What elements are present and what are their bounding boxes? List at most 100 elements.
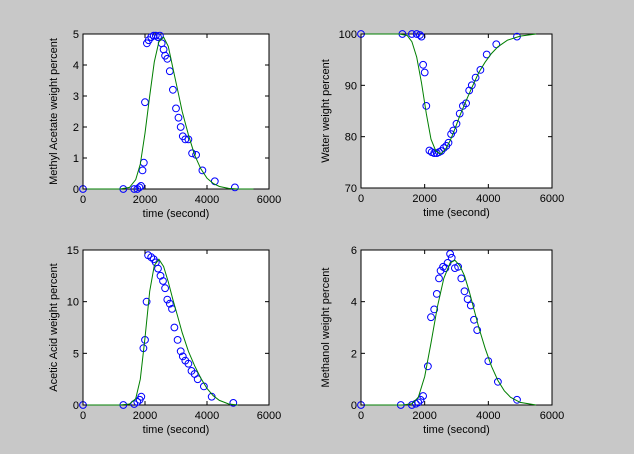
y-tick-label: 3 xyxy=(73,91,79,103)
y-tick-label: 5 xyxy=(73,348,79,360)
data-point xyxy=(154,33,162,41)
data-point xyxy=(427,313,435,322)
data-point xyxy=(154,264,162,273)
data-point xyxy=(231,183,239,192)
x-tick-label: 2000 xyxy=(412,193,436,205)
y-tick-label: 4 xyxy=(351,297,357,309)
data-point xyxy=(420,68,429,77)
chart-methanol: 0 2000 4000 6000 0 2 4 6 time (second) Methanol… xyxy=(320,245,564,436)
data-point xyxy=(137,392,146,401)
data-point xyxy=(161,284,170,293)
ticks: 0 2000 4000 6000 0 2 4 6 xyxy=(351,245,564,422)
x-tick-label: 6000 xyxy=(257,410,281,422)
chart-water: 0 2000 4000 6000 70 80 90 100 time (second) Wat… xyxy=(320,29,564,219)
x-axis-label: time (second) xyxy=(143,208,210,220)
y-tick-label: 80 xyxy=(345,132,357,144)
y-tick-label: 70 xyxy=(345,183,357,195)
data-point xyxy=(174,113,183,122)
model-curve xyxy=(83,36,254,190)
data-point xyxy=(513,395,521,404)
data-point xyxy=(422,102,431,110)
y-tick-label: 2 xyxy=(351,348,357,360)
ticks: 0 2000 4000 6000 70 80 90 100 xyxy=(339,29,565,205)
y-tick-label: 90 xyxy=(345,80,357,92)
data-point xyxy=(184,359,193,368)
data-point xyxy=(176,123,185,131)
data-point xyxy=(133,398,142,406)
x-tick-label: 6000 xyxy=(257,194,281,206)
model-curve xyxy=(361,33,537,155)
data-point xyxy=(173,336,182,344)
data-point xyxy=(471,73,480,82)
data-point xyxy=(447,253,456,262)
data-point xyxy=(408,401,416,409)
data-point xyxy=(470,315,478,324)
data-point xyxy=(444,138,453,147)
data-point xyxy=(147,253,156,262)
plot-area xyxy=(360,249,553,406)
x-tick-label: 0 xyxy=(80,410,86,422)
data-point xyxy=(169,85,177,94)
y-tick-label: 6 xyxy=(351,245,357,257)
data-point xyxy=(482,50,491,59)
y-tick-label: 1 xyxy=(73,153,79,165)
x-tick-label: 0 xyxy=(80,194,86,206)
data-point xyxy=(513,32,521,41)
data-point xyxy=(142,297,151,306)
plot-area xyxy=(82,249,270,406)
data-point xyxy=(163,295,172,304)
ticks: 0 2000 4000 6000 0 1 2 3 4 5 xyxy=(73,29,281,206)
y-tick-label: 0 xyxy=(73,400,79,412)
data-point xyxy=(419,392,428,400)
data-point xyxy=(473,326,482,335)
x-tick-label: 2000 xyxy=(133,194,157,206)
x-tick-label: 6000 xyxy=(540,193,564,205)
data-point xyxy=(229,399,238,407)
y-axis-label: Water weight percent xyxy=(320,59,332,163)
y-tick-label: 5 xyxy=(73,29,79,41)
y-tick-label: 15 xyxy=(67,245,79,257)
data-point xyxy=(452,119,461,128)
data-point xyxy=(408,30,416,38)
data-point xyxy=(188,149,197,158)
y-axis-label: Acetic Acid weight percent xyxy=(48,263,60,391)
y-axis-label: Methanol weight percent xyxy=(320,268,332,388)
x-tick-label: 0 xyxy=(358,193,364,205)
x-tick-label: 4000 xyxy=(195,194,219,206)
data-point xyxy=(466,301,475,310)
data-point xyxy=(156,31,164,40)
data-point xyxy=(436,266,445,275)
x-tick-label: 4000 xyxy=(476,410,500,422)
plot-marks xyxy=(79,251,239,409)
x-tick-label: 4000 xyxy=(195,410,219,422)
plot-marks xyxy=(79,31,254,193)
plot-marks xyxy=(357,30,537,158)
x-tick-label: 4000 xyxy=(476,193,500,205)
data-point xyxy=(424,362,432,371)
data-point xyxy=(141,98,149,107)
data-point xyxy=(151,31,160,40)
data-point xyxy=(165,299,174,308)
data-point xyxy=(492,40,501,49)
y-tick-label: 100 xyxy=(339,29,357,41)
data-point xyxy=(149,31,158,40)
data-point xyxy=(494,377,502,386)
data-point xyxy=(170,323,179,332)
x-tick-label: 0 xyxy=(358,410,364,422)
data-point xyxy=(130,185,139,193)
data-point xyxy=(419,60,428,69)
data-point xyxy=(476,66,485,74)
ticks: 0 2000 4000 6000 0 5 10 15 xyxy=(67,245,281,422)
y-tick-label: 10 xyxy=(67,297,79,309)
data-point xyxy=(172,104,180,113)
data-point xyxy=(198,166,207,175)
data-point xyxy=(435,274,443,283)
data-point xyxy=(135,183,144,192)
data-point xyxy=(457,274,466,283)
y-tick-label: 2 xyxy=(73,122,79,134)
x-tick-label: 2000 xyxy=(412,410,436,422)
data-point xyxy=(138,166,147,175)
x-tick-label: 6000 xyxy=(540,410,564,422)
chart-methyl-acetate: 0 2000 4000 6000 0 1 2 3 4 5 time (second) Methyl… xyxy=(48,29,281,220)
